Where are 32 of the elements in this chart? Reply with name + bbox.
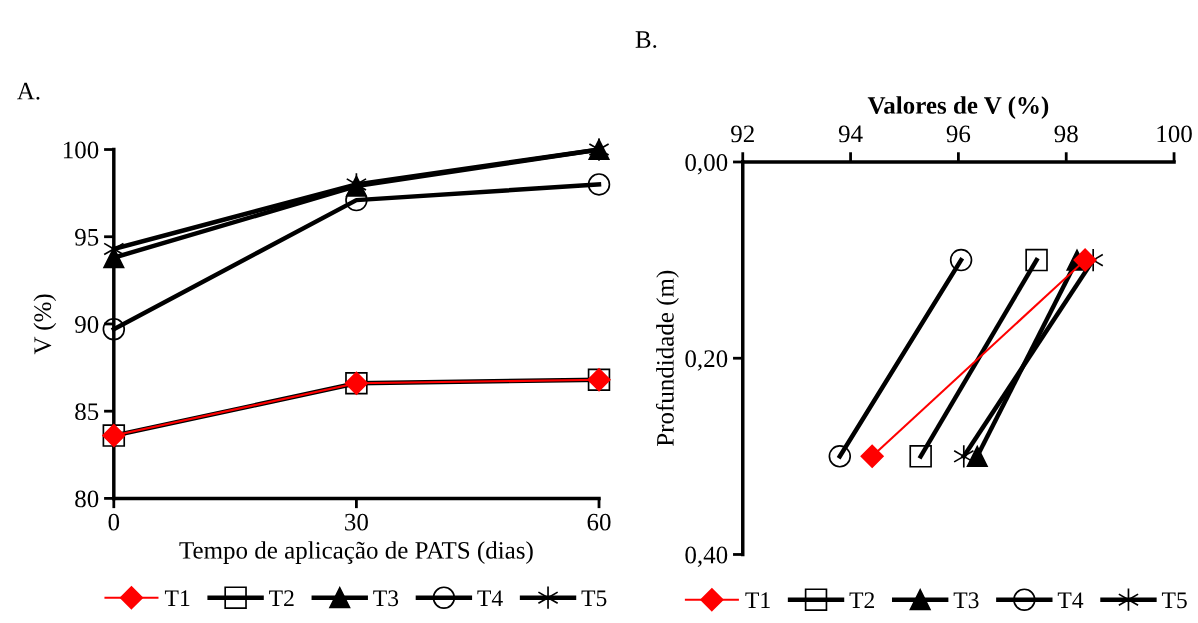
x-tick-label: 60 [587, 513, 611, 531]
legend-label: T1 [164, 590, 190, 606]
y-axis-title: V (%) [33, 294, 57, 355]
y-tick-label: 95 [75, 228, 99, 246]
y-axis-title: Profundidade (m) [655, 270, 679, 447]
y-tick-label: 85 [75, 403, 99, 421]
x-axis-title: Valores de V (%) [867, 96, 1049, 119]
legend-label: T3 [953, 592, 979, 609]
y-tick-label: 100 [63, 141, 99, 159]
x-tick-label: 100 [1157, 125, 1192, 143]
legend-label: T5 [581, 590, 607, 607]
legend-label: T1 [745, 592, 770, 608]
y-tick-label: 80 [75, 490, 99, 508]
x-tick-label: 30 [345, 513, 368, 531]
x-tick-label: 92 [731, 125, 754, 143]
chart-title: A. [17, 82, 40, 100]
legend-label: T2 [269, 590, 294, 606]
y-tick-label: 0,00 [685, 154, 728, 175]
legend-label: T4 [477, 590, 503, 606]
legend-label: T3 [373, 590, 399, 607]
x-tick-label: 96 [946, 125, 971, 143]
chart-title: B. [635, 31, 657, 49]
x-tick-label: 0 [108, 513, 120, 531]
legend-label: T5 [1161, 592, 1187, 609]
y-tick-label: 0,40 [685, 546, 728, 567]
x-tick-label: 98 [1054, 125, 1078, 143]
legend-label: T4 [1057, 592, 1084, 608]
y-tick-label: 90 [75, 316, 99, 333]
x-tick-label: 94 [838, 125, 863, 143]
y-tick-label: 0,20 [685, 350, 728, 371]
legend-label: T2 [849, 592, 875, 608]
x-axis-title: Tempo de aplicação de PATS (dias) [179, 541, 533, 564]
